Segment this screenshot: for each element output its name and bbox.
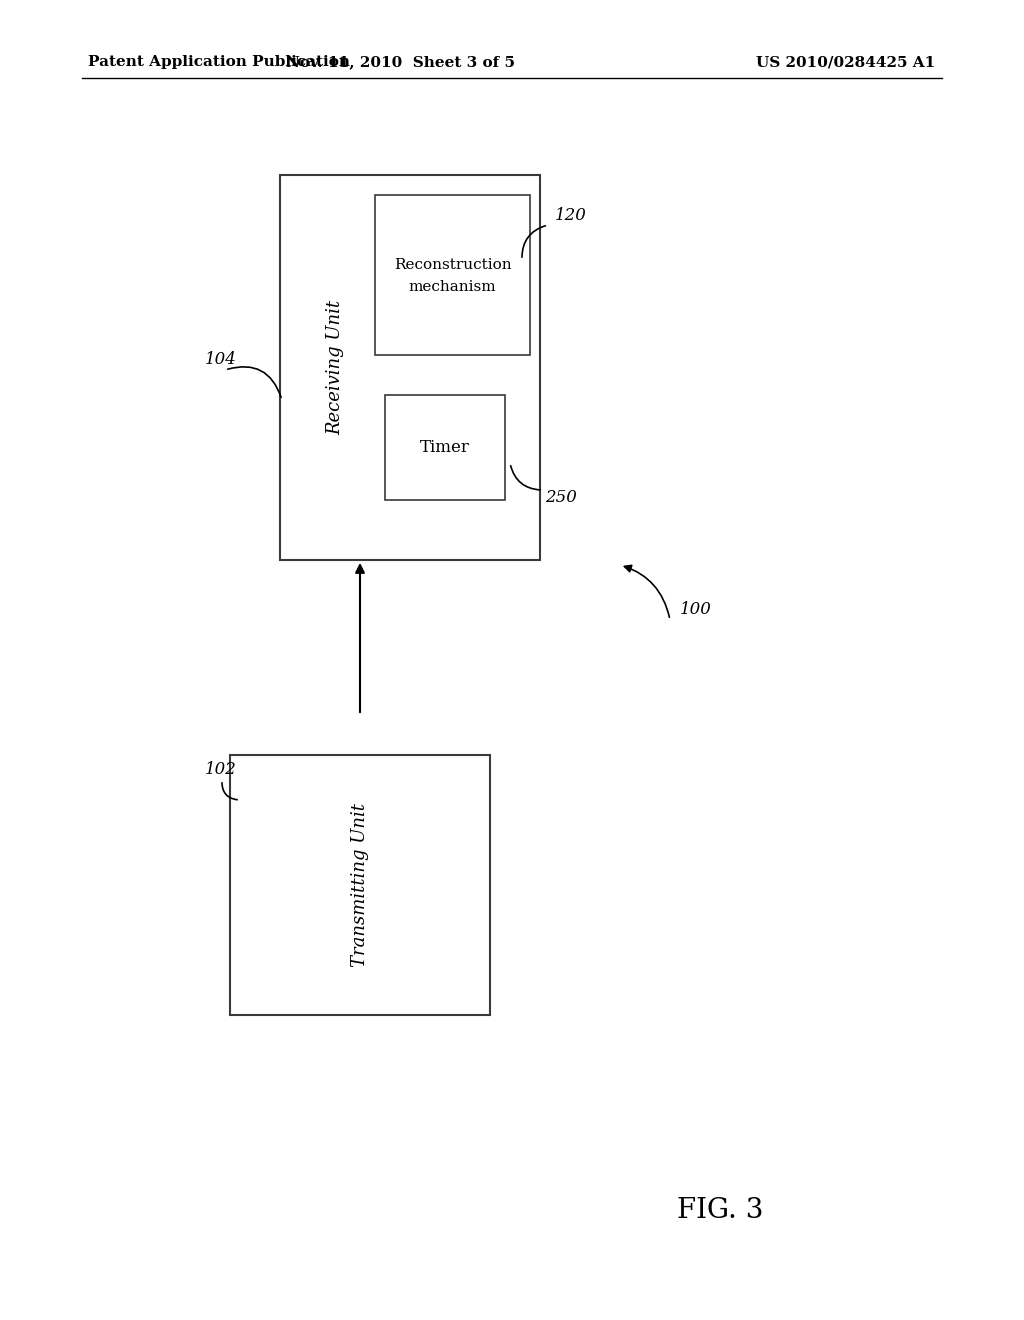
Text: 120: 120 xyxy=(555,206,587,223)
Text: Timer: Timer xyxy=(420,440,470,455)
Text: mechanism: mechanism xyxy=(409,280,497,294)
Text: Patent Application Publication: Patent Application Publication xyxy=(88,55,350,69)
Text: 104: 104 xyxy=(205,351,237,368)
Text: 102: 102 xyxy=(205,762,237,779)
Bar xyxy=(385,395,505,500)
Text: Receiving Unit: Receiving Unit xyxy=(326,300,344,436)
Bar xyxy=(375,195,530,355)
Bar xyxy=(230,755,490,1015)
Bar xyxy=(280,176,540,560)
Text: Nov. 11, 2010  Sheet 3 of 5: Nov. 11, 2010 Sheet 3 of 5 xyxy=(286,55,514,69)
Text: 100: 100 xyxy=(680,602,712,619)
Text: Reconstruction: Reconstruction xyxy=(393,257,511,272)
Text: US 2010/0284425 A1: US 2010/0284425 A1 xyxy=(756,55,935,69)
Text: FIG. 3: FIG. 3 xyxy=(677,1196,763,1224)
Text: 250: 250 xyxy=(545,490,577,507)
Text: Transmitting Unit: Transmitting Unit xyxy=(351,803,369,968)
